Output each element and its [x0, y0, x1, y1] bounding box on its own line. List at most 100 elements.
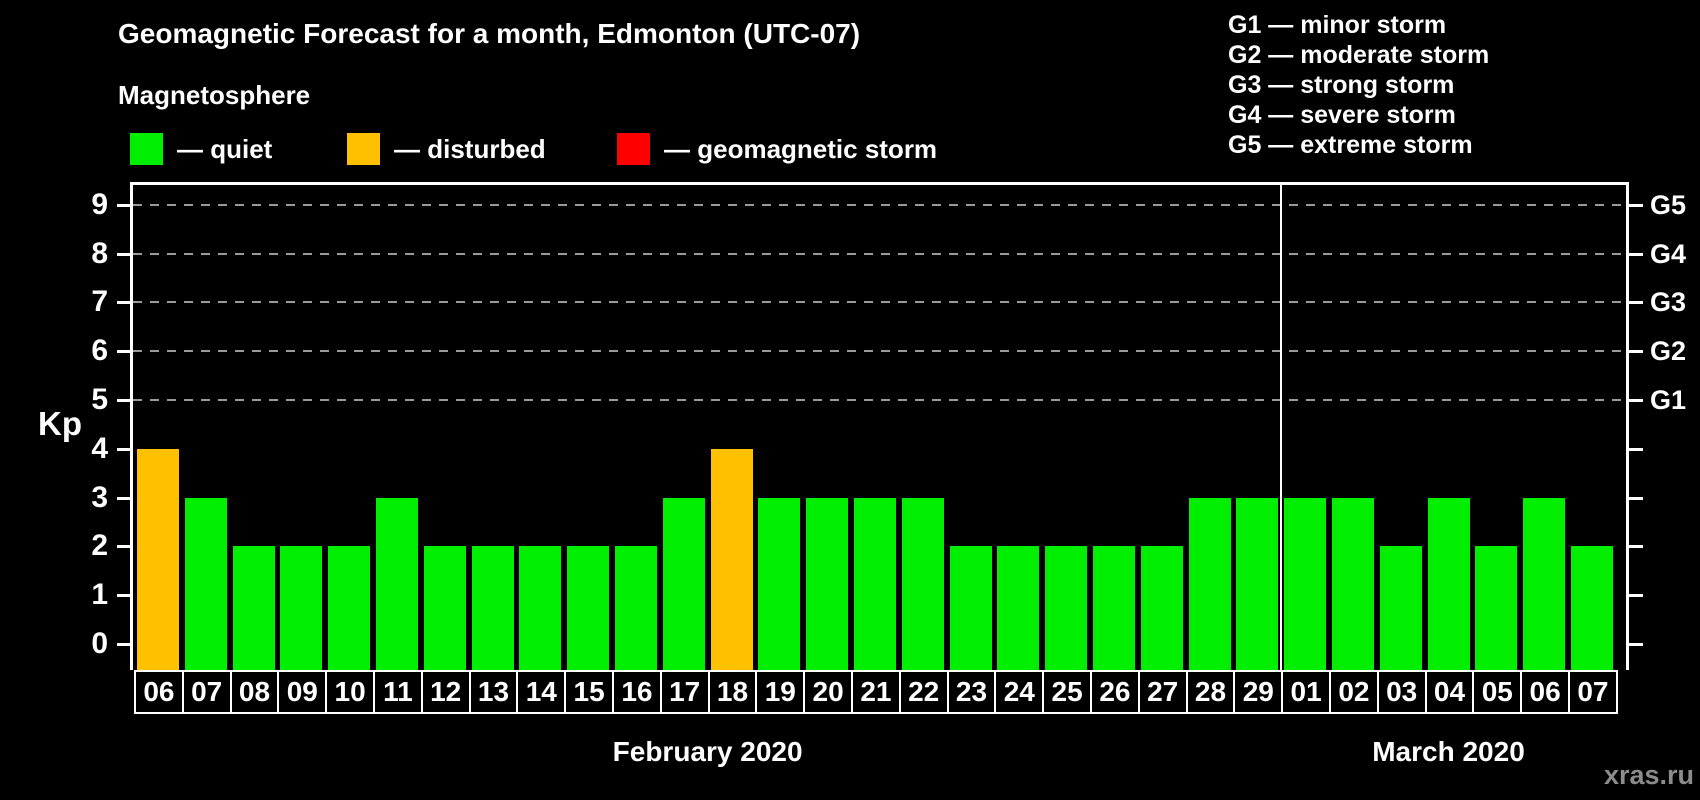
g-scale-legend: G1 — minor storm G2 — moderate storm G3 …: [1228, 10, 1489, 160]
quiet-swatch-icon: [130, 133, 163, 165]
g-axis-label-g5: G5: [1650, 189, 1687, 220]
legend-item-quiet: — quiet: [130, 132, 272, 166]
date-cell-0-06: 06: [134, 670, 184, 714]
y-tick-right-7: [1629, 301, 1643, 305]
kp-bar-0-10: [328, 546, 371, 670]
y-tick-label-0: 0: [91, 627, 108, 660]
date-cell-0-24: 24: [994, 670, 1045, 714]
y-tick-left-5: [117, 399, 130, 402]
y-tick-label-4: 4: [91, 431, 108, 465]
month-label-0: February 2020: [612, 736, 803, 767]
y-tick-right-8: [1629, 252, 1643, 256]
date-cell-0-17: 17: [659, 670, 710, 714]
kp-bar-0-28: [1188, 497, 1231, 670]
watermark: xras.ru: [1603, 760, 1694, 790]
kp-bar-0-29: [1236, 497, 1279, 670]
kp-bar-0-17: [662, 497, 705, 670]
date-cell-0-08: 08: [229, 670, 280, 714]
date-cell-0-21: 21: [851, 670, 901, 714]
kp-bar-0-23: [949, 546, 992, 670]
date-cell-0-23: 23: [946, 670, 997, 714]
date-cell-0-07: 07: [181, 670, 232, 714]
kp-bar-0-08: [232, 546, 275, 670]
gridline-kp7: [133, 301, 1626, 304]
date-cell-0-28: 28: [1185, 670, 1236, 714]
y-tick-right-2: [1629, 545, 1643, 549]
y-tick-left-3: [117, 496, 130, 500]
legend-item-storm: — geomagnetic storm: [617, 132, 937, 166]
date-cell-0-09: 09: [277, 670, 328, 714]
kp-bar-0-25: [1045, 546, 1088, 670]
y-tick-label-6: 6: [91, 334, 108, 368]
date-cell-0-11: 11: [373, 670, 423, 714]
month-separator: [1280, 182, 1283, 670]
y-tick-right-4: [1629, 447, 1643, 451]
kp-bar-0-21: [854, 497, 896, 670]
y-axis-title: Kp: [38, 405, 82, 442]
kp-bar-1-01: [1284, 497, 1327, 670]
date-cell-0-14: 14: [516, 670, 567, 714]
legend-label-storm: — geomagnetic storm: [664, 133, 938, 164]
g-axis-label-g1: G1: [1650, 385, 1687, 415]
g-axis-label-g4: G4: [1650, 238, 1687, 269]
gridline-kp5: [133, 399, 1626, 401]
page-title: Geomagnetic Forecast for a month, Edmont…: [118, 18, 861, 49]
legend-item-disturbed: — disturbed: [347, 132, 546, 166]
date-cell-0-18: 18: [707, 670, 758, 714]
kp-bar-0-22: [901, 497, 944, 670]
y-tick-right-9: [1629, 203, 1643, 207]
kp-bar-0-18: [710, 448, 753, 670]
y-tick-label-3: 3: [91, 480, 108, 514]
legend-label-disturbed: — disturbed: [394, 133, 546, 164]
month-label-1: March 2020: [1372, 736, 1525, 767]
kp-bar-0-24: [997, 546, 1040, 670]
date-cell-0-12: 12: [420, 670, 471, 714]
y-tick-right-5: [1629, 399, 1643, 402]
y-tick-right-0: [1629, 643, 1643, 646]
date-cell-1-01: 01: [1281, 670, 1331, 714]
y-tick-label-1: 1: [91, 578, 108, 612]
date-cell-0-26: 26: [1090, 670, 1140, 714]
y-tick-left-6: [117, 350, 130, 354]
date-cell-0-27: 27: [1137, 670, 1188, 714]
kp-bar-1-06: [1523, 497, 1566, 670]
date-cell-0-20: 20: [803, 670, 853, 714]
y-tick-left-2: [117, 545, 130, 549]
date-cell-0-19: 19: [755, 670, 806, 714]
plot-top-border: [130, 182, 1629, 185]
date-cell-0-29: 29: [1233, 670, 1284, 714]
magnetosphere-label: Magnetosphere: [118, 80, 311, 110]
date-cell-0-25: 25: [1042, 670, 1092, 714]
kp-bar-0-06: [137, 448, 179, 670]
disturbed-swatch-icon: [347, 133, 380, 165]
y-tick-left-8: [117, 252, 130, 256]
date-cell-0-10: 10: [325, 670, 375, 714]
y-tick-right-3: [1629, 496, 1643, 500]
y-axis-line: [130, 182, 133, 670]
kp-bar-0-19: [758, 497, 801, 670]
kp-bar-1-04: [1427, 497, 1470, 670]
g-axis-label-g3: G3: [1650, 287, 1687, 318]
kp-bar-0-16: [615, 546, 657, 670]
gridline-kp6: [133, 350, 1626, 353]
gridline-kp9: [133, 203, 1626, 206]
y-tick-left-0: [117, 643, 130, 646]
kp-bar-0-09: [280, 546, 323, 670]
date-cell-1-06: 06: [1520, 670, 1570, 714]
kp-bar-1-07: [1571, 546, 1613, 670]
date-cell-0-16: 16: [612, 670, 662, 714]
date-cell-0-15: 15: [564, 670, 614, 714]
y-tick-right-6: [1629, 350, 1643, 354]
date-cell-1-07: 07: [1568, 670, 1618, 714]
kp-bar-0-14: [519, 546, 562, 670]
y-tick-label-8: 8: [91, 236, 108, 270]
date-cell-1-02: 02: [1329, 670, 1379, 714]
kp-bar-1-03: [1379, 546, 1422, 670]
date-cell-1-04: 04: [1424, 670, 1475, 714]
g-legend-line-g4: G4 — severe storm: [1228, 101, 1456, 129]
date-cell-1-05: 05: [1472, 670, 1523, 714]
kp-bar-0-13: [471, 546, 514, 670]
kp-bar-0-26: [1093, 546, 1135, 670]
right-axis-line: [1626, 182, 1629, 670]
